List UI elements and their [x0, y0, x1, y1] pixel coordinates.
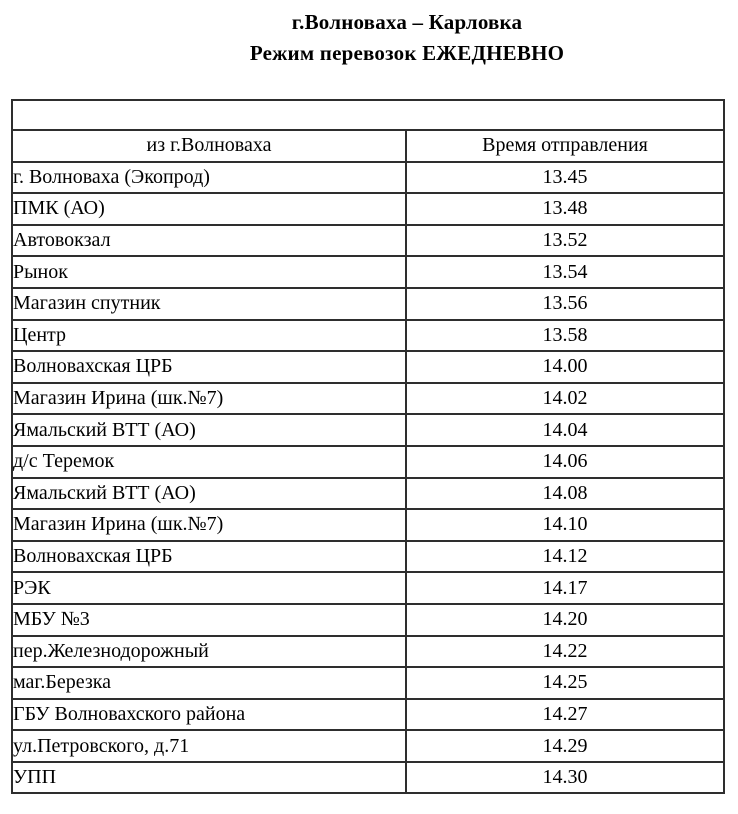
stop-name-cell: д/с Теремок — [11, 444, 407, 479]
departure-time-cell: 14.02 — [405, 381, 725, 416]
schedule-row: Автовокзал 13.52 — [11, 223, 725, 258]
stop-name-cell: Центр — [11, 318, 407, 353]
departure-time-cell: 14.06 — [405, 444, 725, 479]
departure-time-cell: 14.29 — [405, 729, 725, 763]
departure-schedule-table: из г.Волноваха Время отправления г. Волн… — [11, 99, 725, 795]
schedule-row: Магазин спутник 13.56 — [11, 286, 725, 321]
stop-name-cell: ГБУ Волновахского района — [11, 697, 407, 732]
empty-cell — [11, 99, 725, 131]
departure-time-cell: 13.58 — [405, 318, 725, 353]
table-header-row: из г.Волноваха Время отправления — [11, 129, 725, 163]
schedule-row: маг.Березка 14.25 — [11, 666, 725, 700]
stop-name-cell: Ямальский ВТТ (АО) — [11, 413, 407, 447]
schedule-row: Ямальский ВТТ (АО) 14.08 — [11, 476, 725, 511]
stop-name-cell: Волновахская ЦРБ — [11, 350, 407, 384]
schedule-row: Магазин Ирина (шк.№7) 14.02 — [11, 381, 725, 416]
schedule-row: УПП 14.30 — [11, 760, 725, 795]
schedule-row: ул.Петровского, д.71 14.29 — [11, 729, 725, 763]
departure-time-cell: 14.04 — [405, 413, 725, 447]
schedule-row: ГБУ Волновахского района 14.27 — [11, 697, 725, 732]
stop-name-cell: МБУ №3 — [11, 602, 407, 637]
departure-time-cell: 14.30 — [405, 760, 725, 795]
stop-name-cell: Ямальский ВТТ (АО) — [11, 476, 407, 511]
schedule-row: Центр 13.58 — [11, 318, 725, 353]
empty-row — [11, 99, 725, 131]
schedule-row: Волновахская ЦРБ 14.00 — [11, 350, 725, 384]
stop-name-cell: Автовокзал — [11, 223, 407, 258]
departure-time-cell: 14.08 — [405, 476, 725, 511]
departure-time-cell: 14.17 — [405, 571, 725, 605]
stop-name-cell: Магазин Ирина (шк.№7) — [11, 508, 407, 542]
stop-name-cell: Рынок — [11, 255, 407, 289]
route-title: г.Волноваха – Карловка — [291, 10, 523, 34]
schedule-row: д/с Теремок 14.06 — [11, 444, 725, 479]
departure-time-cell: 14.20 — [405, 602, 725, 637]
departure-time-cell: 14.25 — [405, 666, 725, 700]
column-header-departure-time: Время отправления — [405, 129, 725, 163]
schedule-row: г. Волноваха (Экопрод) 13.45 — [11, 160, 725, 195]
departure-time-cell: 13.54 — [405, 255, 725, 289]
departure-time-cell: 14.00 — [405, 350, 725, 384]
departure-time-cell: 14.22 — [405, 634, 725, 669]
schedule-row: пер.Железнодорожный 14.22 — [11, 634, 725, 669]
stop-name-cell: Волновахская ЦРБ — [11, 539, 407, 574]
stop-name-cell: ПМК (АО) — [11, 192, 407, 226]
departure-time-cell: 13.48 — [405, 192, 725, 226]
departure-time-cell: 13.56 — [405, 286, 725, 321]
schedule-mode-title: Режим перевозок ЕЖЕДНЕВНО — [249, 41, 565, 65]
schedule-row: Рынок 13.54 — [11, 255, 725, 289]
schedule-row: МБУ №3 14.20 — [11, 602, 725, 637]
departure-time-cell: 13.45 — [405, 160, 725, 195]
document-header: г.Волноваха – Карловка Режим перевозок Е… — [0, 0, 738, 69]
stop-name-cell: УПП — [11, 760, 407, 795]
stop-name-cell: РЭК — [11, 571, 407, 605]
stop-name-cell: г. Волноваха (Экопрод) — [11, 160, 407, 195]
stop-name-cell: Магазин Ирина (шк.№7) — [11, 381, 407, 416]
departure-time-cell: 14.27 — [405, 697, 725, 732]
departure-time-cell: 13.52 — [405, 223, 725, 258]
schedule-row: РЭК 14.17 — [11, 571, 725, 605]
schedule-row: ПМК (АО) 13.48 — [11, 192, 725, 226]
departure-time-cell: 14.12 — [405, 539, 725, 574]
schedule-row: Магазин Ирина (шк.№7) 14.10 — [11, 508, 725, 542]
stop-name-cell: Магазин спутник — [11, 286, 407, 321]
stop-name-cell: маг.Березка — [11, 666, 407, 700]
schedule-row: Ямальский ВТТ (АО) 14.04 — [11, 413, 725, 447]
stop-name-cell: пер.Железнодорожный — [11, 634, 407, 669]
stop-name-cell: ул.Петровского, д.71 — [11, 729, 407, 763]
departure-time-cell: 14.10 — [405, 508, 725, 542]
column-header-origin: из г.Волноваха — [11, 129, 407, 163]
schedule-row: Волновахская ЦРБ 14.12 — [11, 539, 725, 574]
